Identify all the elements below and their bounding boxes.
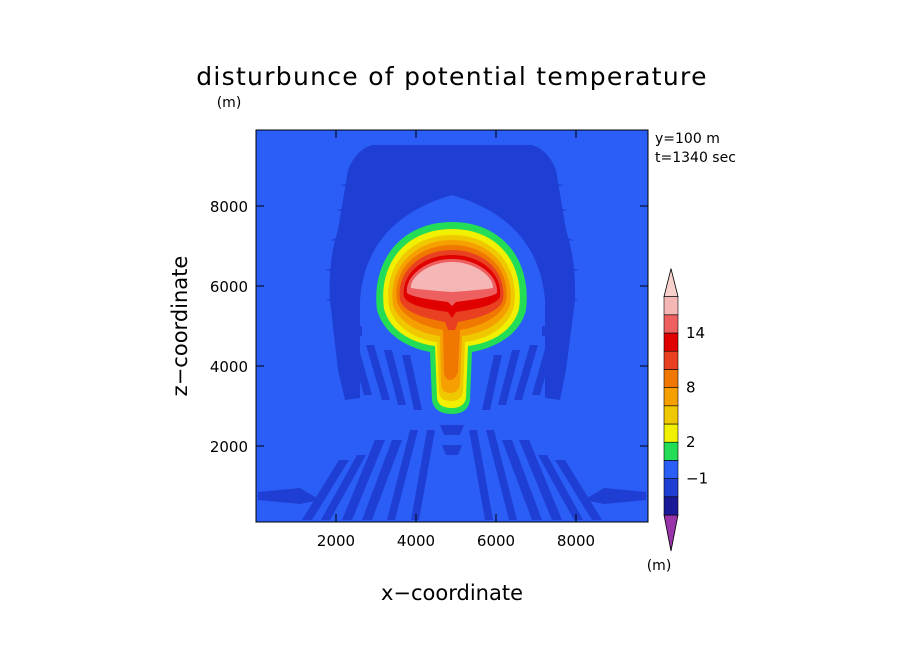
colorbar-tick-label: 2 [686,433,696,451]
wave-streaks [258,345,646,520]
contour-field [256,130,648,522]
x-axis: 2000 4000 6000 8000 [317,130,595,550]
plot-area: 2000 4000 6000 8000 2000 4000 6000 8000 [210,129,649,550]
colorbar-bin [663,350,679,370]
chart-title: disturbunce of potential temperature [196,62,708,91]
annotation-t: t=1340 sec [655,150,736,166]
colorbar-bin [663,332,679,352]
colorbar: −1 2 8 14 [663,268,708,552]
x-axis-label: x−coordinate [381,581,523,605]
colorbar-tick-label: −1 [686,470,708,488]
colorbar-over-triangle [663,268,679,297]
arch-ridges [325,180,579,336]
plume-contour-9 [410,262,494,292]
y-tick-label: 2000 [210,438,248,456]
y-tick-label: 8000 [210,198,248,216]
x-tick-label: 2000 [317,532,355,550]
colorbar-bin [663,496,679,516]
y-axis-label: z−coordinate [168,256,192,397]
colorbar-unit: (m) [647,558,672,574]
colorbar-bin [663,423,679,443]
title-unit: (m) [217,95,242,111]
annotation-y: y=100 m [655,131,720,147]
colorbar-bin [663,296,679,316]
colorbar-bin [663,460,679,479]
colorbar-bin [663,478,679,498]
colorbar-bin [663,314,679,334]
colorbar-bin [663,405,679,425]
plot-frame [255,129,649,523]
x-tick-label: 8000 [557,532,595,550]
colorbar-tick-label: 14 [686,324,705,342]
x-tick-label: 6000 [477,532,515,550]
y-tick-label: 6000 [210,278,248,296]
colorbar-under-triangle [663,514,679,552]
arch-region [329,145,576,400]
colorbar-bin [663,369,679,388]
y-tick-label: 4000 [210,358,248,376]
x-tick-label: 4000 [397,532,435,550]
colorbar-tick-label: 8 [686,379,696,397]
colorbar-bin [663,387,679,407]
colorbar-bin [663,441,679,461]
y-axis: 2000 4000 6000 8000 [210,198,648,456]
